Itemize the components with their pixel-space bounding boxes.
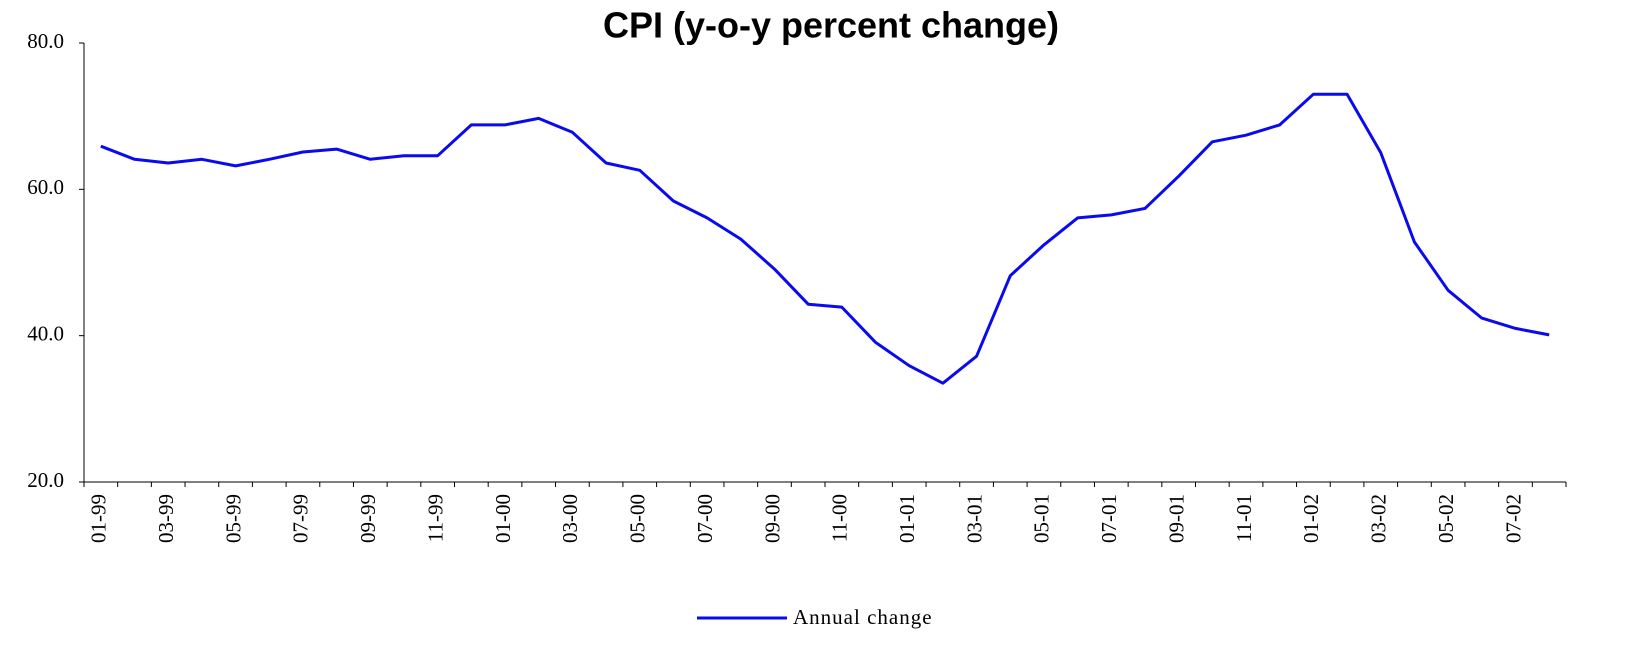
y-tick-label: 40.0	[27, 321, 64, 345]
x-tick-label: 03-99	[154, 494, 178, 543]
x-tick-label: 07-02	[1501, 494, 1525, 543]
x-tick-label: 03-02	[1367, 494, 1391, 543]
x-tick-label: 03-00	[558, 494, 582, 543]
x-tick-label: 11-01	[1232, 494, 1256, 542]
x-tick-label: 01-00	[491, 494, 515, 543]
y-tick-label: 80.0	[27, 29, 64, 53]
x-tick-label: 01-01	[895, 494, 919, 543]
x-tick-label: 05-00	[626, 494, 650, 543]
x-tick-label: 09-01	[1164, 494, 1188, 543]
x-tick-label: 07-01	[1097, 494, 1121, 543]
x-tick-label: 09-99	[356, 494, 380, 543]
x-tick-label: 01-02	[1299, 494, 1323, 543]
chart-title: CPI (y-o-y percent change)	[603, 5, 1059, 46]
x-tick-label: 11-00	[828, 494, 852, 542]
x-tick-label: 07-99	[289, 494, 313, 543]
data-line	[100, 92, 1550, 385]
x-tick-label: 05-02	[1434, 494, 1458, 543]
x-tick-label: 11-99	[423, 494, 447, 542]
x-tick-label: 05-01	[1030, 494, 1054, 543]
legend-label: Annual change	[793, 605, 933, 629]
y-tick-label: 20.0	[27, 468, 64, 492]
x-tick-label: 07-00	[693, 494, 717, 543]
y-tick-label: 60.0	[27, 175, 64, 199]
x-tick-label: 03-01	[962, 494, 986, 543]
x-tick-label: 01-99	[87, 494, 111, 543]
x-tick-label: 05-99	[221, 494, 245, 543]
x-tick-label: 09-00	[760, 494, 784, 543]
